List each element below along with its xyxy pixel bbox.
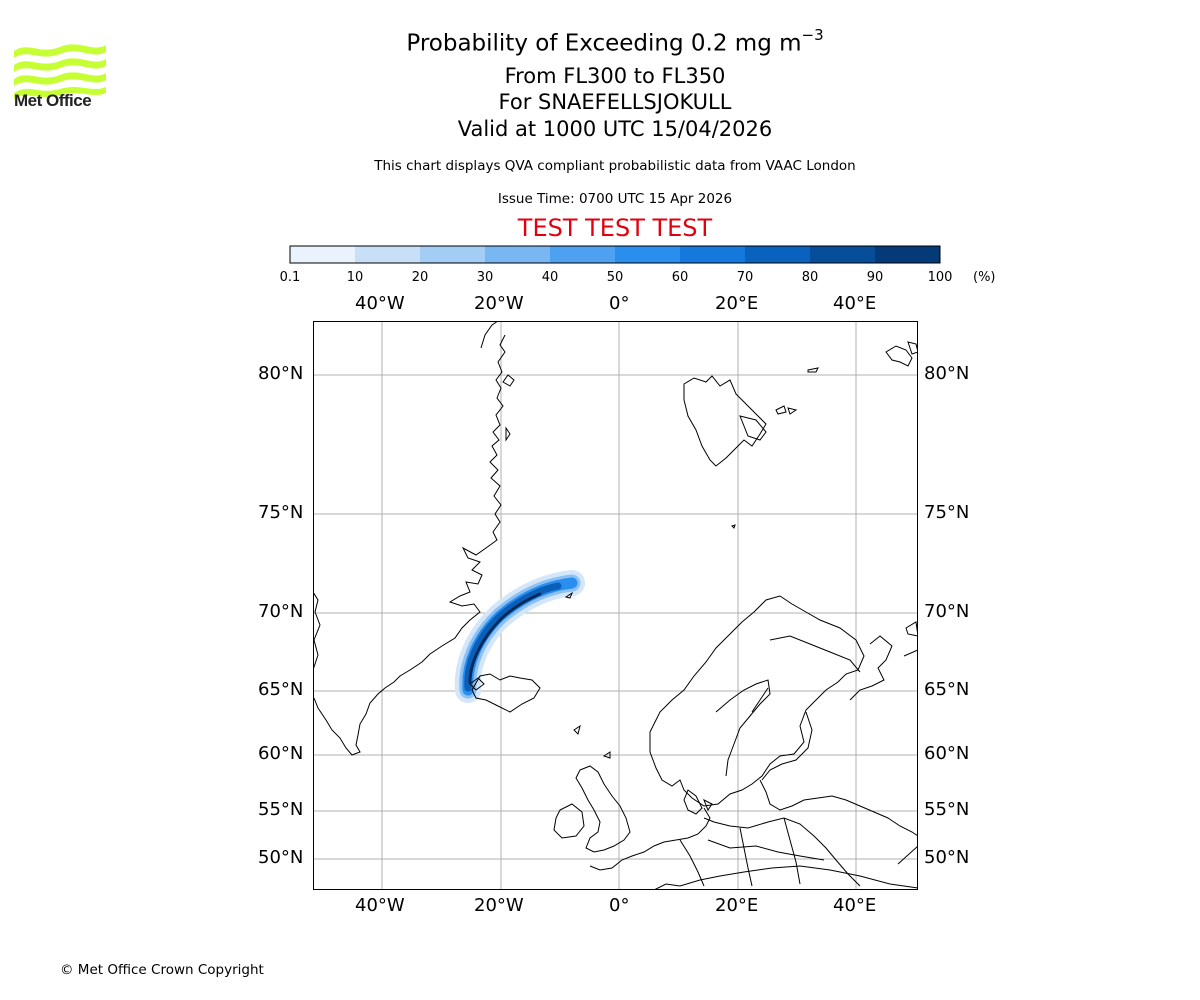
lon-label-bottom: 40°W [355,895,405,916]
colorbar-segment [420,246,486,263]
lat-label-left: 65°N [258,679,304,700]
lat-label-left: 60°N [258,743,304,764]
lat-label-right: 80°N [924,363,970,384]
issue-time: Issue Time: 0700 UTC 15 Apr 2026 [497,191,733,207]
coastlines [313,321,918,890]
colorbar-tick-label: 0.1 [279,270,301,285]
british-isles-coast [575,765,631,853]
lat-label-left: 75°N [258,502,304,523]
lat-label-left: 70°N [258,601,304,622]
lat-label-left: 80°N [258,363,304,384]
colorbar-tick-label: 40 [541,270,559,285]
lon-label-top: 0° [609,293,630,314]
colorbar-segment [355,246,421,263]
graticule [313,321,918,890]
colorbar-segment [485,246,551,263]
flight-level-range: From FL300 to FL350 [504,64,726,88]
lon-label-bottom: 0° [609,895,630,916]
iceland-coast [471,673,541,713]
greenland-coast [313,321,506,756]
test-banner: TEST TEST TEST [517,214,713,242]
colorbar-segment [810,246,876,263]
europe-coast [589,807,711,871]
colorbar-tick-label: 90 [866,270,884,285]
valid-time: Valid at 1000 UTC 15/04/2026 [457,117,773,141]
colorbar-segment [875,246,941,263]
lat-label-left: 55°N [258,799,304,820]
met-office-logo [14,44,106,99]
svalbard-coast [683,375,767,467]
lat-label-right: 60°N [924,743,970,764]
lon-label-bottom: 20°E [715,895,759,916]
chart-title: Probability of Exceeding 0.2 mg m−3 [406,26,824,57]
colorbar-tick-label: 80 [801,270,819,285]
map-frame [313,321,918,890]
lon-label-bottom: 40°E [833,895,877,916]
colorbar-tick-label: 100 [927,270,953,285]
lon-label-top: 20°W [474,293,524,314]
colorbar-tick-label: 50 [606,270,624,285]
lon-label-top: 40°E [833,293,877,314]
map-panel [313,321,918,890]
colorbar-tick-label: 20 [411,270,429,285]
colorbar-tick-label: 60 [671,270,689,285]
colorbar-tick-label: 70 [736,270,754,285]
colorbar-segment [745,246,811,263]
colorbar [289,245,941,264]
lon-label-bottom: 20°W [474,895,524,916]
met-office-wordmark: Met Office [14,91,92,110]
lat-label-left: 50°N [258,847,304,868]
lat-label-right: 50°N [924,847,970,868]
colorbar-unit: (%) [973,270,996,285]
colorbar-tick-label: 30 [476,270,494,285]
scandinavia-coast [649,595,865,807]
colorbar-segment [550,246,616,263]
colorbar-segment [290,246,356,263]
colorbar-segment [680,246,746,263]
lat-label-right: 65°N [924,679,970,700]
copyright-notice: © Met Office Crown Copyright [60,962,264,978]
colorbar-tick-label: 10 [346,270,364,285]
ash-plume [454,570,585,703]
lon-label-top: 20°E [715,293,759,314]
lon-label-top: 40°W [355,293,405,314]
colorbar-segment [615,246,681,263]
lat-label-right: 55°N [924,799,970,820]
data-description: This chart displays QVA compliant probab… [374,158,856,174]
lat-label-right: 75°N [924,502,970,523]
volcano-name: For SNAEFELLSJOKULL [498,90,732,114]
lat-label-right: 70°N [924,601,970,622]
